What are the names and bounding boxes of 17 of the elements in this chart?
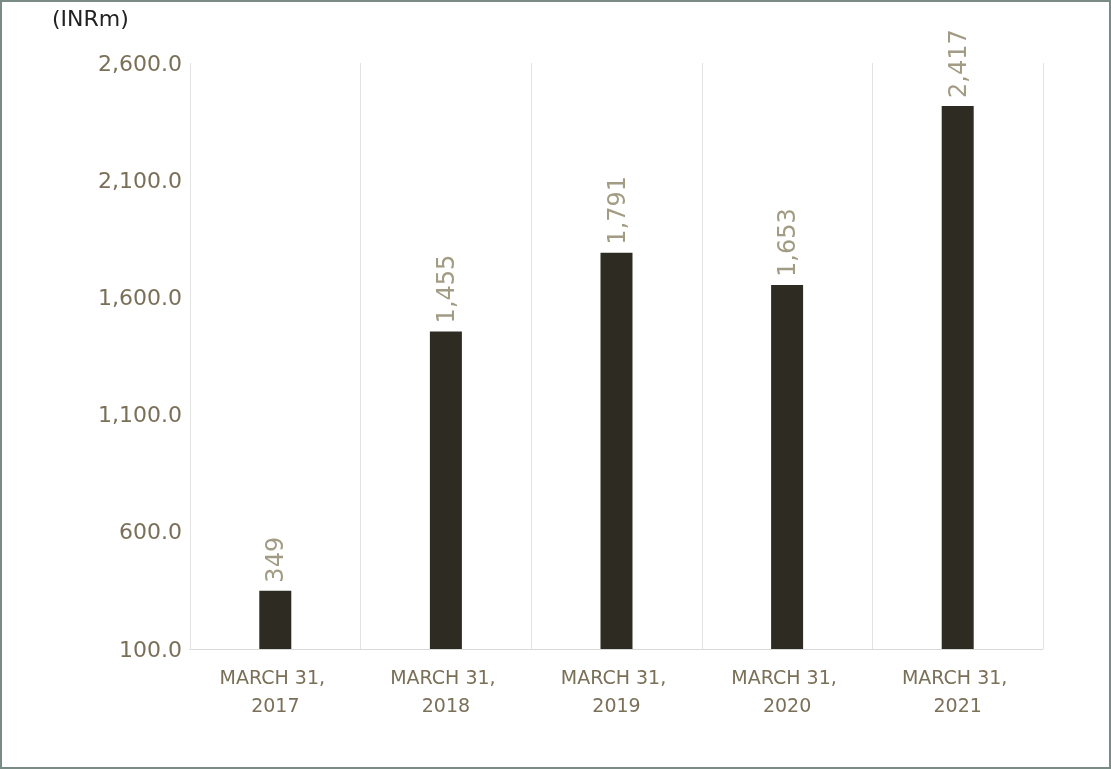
y-tick-label: 600.0 [119,519,182,545]
data-label: 2,417 [943,29,972,98]
x-tick-label: MARCH 31, 2020 [731,666,843,716]
y-tick-label: 2,100.0 [98,167,182,193]
data-label: 1,653 [773,208,802,277]
x-tick-label: MARCH 31, 2018 [390,666,502,716]
y-tick-label: 1,100.0 [98,402,182,428]
y-tick-label: 1,600.0 [98,284,182,310]
x-tick-label: MARCH 31, 2017 [219,666,332,716]
y-tick-label: 2,600.0 [98,50,182,76]
data-label: 1,791 [602,175,631,245]
y-axis-title: (INRm) [52,5,129,31]
y-tick-label: 100.0 [119,636,182,662]
x-tick-label: MARCH 31, 2019 [560,666,673,716]
x-tick-label: MARCH 31, 2021 [901,666,1014,716]
data-label: 1,455 [431,254,460,324]
data-label: 349 [261,536,290,583]
